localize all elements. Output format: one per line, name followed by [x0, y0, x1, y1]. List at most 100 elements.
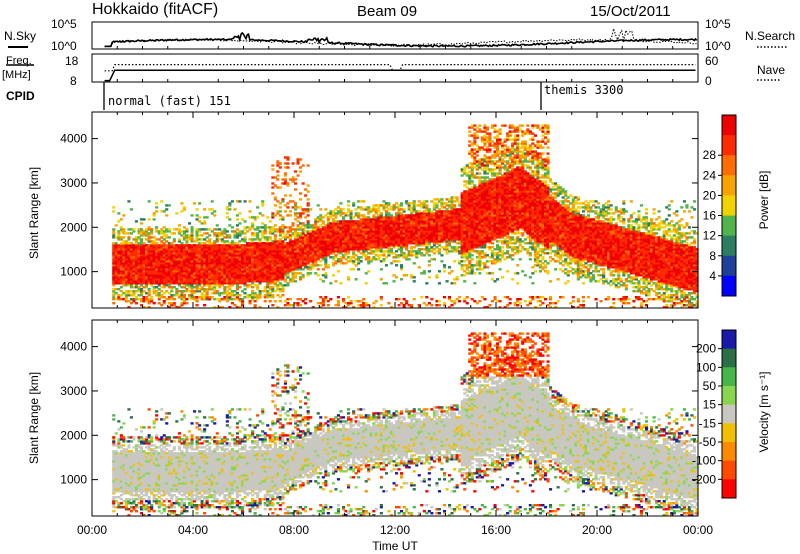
power-cell	[119, 264, 123, 267]
power-cell	[288, 210, 292, 213]
power-cell	[334, 280, 338, 283]
power-cell	[137, 228, 141, 231]
power-cell	[286, 206, 290, 209]
power-cell	[114, 276, 118, 279]
power-cell	[142, 272, 146, 275]
power-cell	[437, 300, 441, 303]
power-cell	[379, 212, 383, 215]
power-cell	[124, 266, 128, 269]
power-cell	[359, 260, 363, 263]
power-cell	[243, 200, 247, 203]
power-cell	[117, 254, 121, 257]
power-cell	[294, 182, 298, 185]
power-cell	[137, 270, 141, 273]
power-cell	[395, 276, 399, 279]
power-cell	[145, 280, 149, 283]
power-cell	[129, 258, 133, 261]
power-cell	[306, 198, 310, 201]
power-cell	[114, 260, 118, 263]
power-cell	[112, 284, 116, 287]
power-cell	[440, 198, 444, 201]
power-cell	[114, 266, 118, 269]
power-cell	[455, 196, 459, 199]
power-cell	[127, 266, 131, 269]
power-cell	[137, 288, 141, 291]
power-cell	[112, 246, 116, 249]
power-cell	[112, 276, 116, 279]
power-cell	[233, 208, 237, 211]
power-cell	[119, 268, 123, 271]
power-cell	[493, 124, 497, 127]
power-cell	[172, 302, 176, 305]
power-cell	[127, 278, 131, 281]
power-cell	[129, 302, 133, 305]
power-cell	[190, 226, 194, 229]
power-cell	[367, 270, 371, 273]
power-cell	[129, 278, 133, 281]
power-cell	[140, 280, 144, 283]
power-cell	[117, 236, 121, 239]
power-cell	[301, 182, 305, 185]
power-cell	[134, 240, 138, 243]
power-cell	[132, 230, 136, 233]
power-cell	[276, 174, 280, 177]
power-cell	[425, 282, 429, 285]
power-cell	[129, 250, 133, 253]
power-cell	[301, 274, 305, 277]
power-cell	[339, 202, 343, 205]
power-cell	[134, 258, 138, 261]
power-cell	[129, 264, 133, 267]
power-cell	[397, 298, 401, 301]
power-cell	[127, 306, 131, 309]
power-cell	[134, 246, 138, 249]
power-cell	[450, 270, 454, 273]
power-cell	[261, 214, 265, 217]
power-cell	[137, 252, 141, 255]
power-cell	[304, 302, 308, 305]
power-cell	[112, 262, 116, 265]
power-cell	[127, 276, 131, 279]
power-cell	[412, 276, 416, 279]
power-cell	[347, 296, 351, 299]
power-cell	[309, 272, 313, 275]
power-cell	[112, 292, 116, 295]
power-cell	[114, 244, 118, 247]
power-cell	[435, 274, 439, 277]
power-cell	[129, 274, 133, 277]
power-cell	[140, 218, 144, 221]
power-cell	[473, 272, 477, 275]
power-cell	[134, 256, 138, 259]
power-cell	[137, 298, 141, 301]
power-cell	[137, 276, 141, 279]
power-cell	[387, 202, 391, 205]
power-cell	[122, 262, 126, 265]
power-cell	[127, 244, 131, 247]
power-cell	[127, 258, 131, 261]
power-cell	[134, 282, 138, 285]
power-cell	[117, 274, 121, 277]
power-cell	[127, 250, 131, 253]
power-cell	[251, 222, 255, 225]
power-cell	[324, 296, 328, 299]
power-cell	[137, 294, 141, 297]
power-cell	[137, 236, 141, 239]
power-cell	[336, 300, 340, 303]
power-cell	[273, 234, 277, 237]
power-cell	[124, 246, 128, 249]
power-cell	[140, 254, 144, 257]
power-cell	[117, 250, 121, 253]
power-cell	[122, 254, 126, 257]
power-cell	[294, 280, 298, 283]
power-cell	[134, 276, 138, 279]
power-cell	[347, 276, 351, 279]
power-cell	[122, 230, 126, 233]
power-cell	[165, 214, 169, 217]
power-cell	[127, 264, 131, 267]
power-cell	[182, 294, 186, 297]
power-cell	[114, 272, 118, 275]
power-cell	[283, 210, 287, 213]
power-cell	[119, 258, 123, 261]
power-cell	[132, 272, 136, 275]
power-cell	[362, 298, 366, 301]
power-cell	[119, 244, 123, 247]
